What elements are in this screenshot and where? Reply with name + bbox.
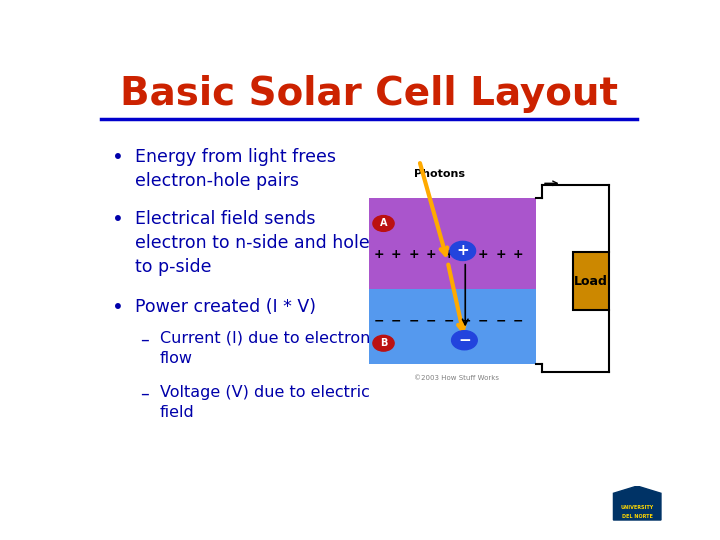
Text: −: − [444,314,454,327]
Circle shape [373,215,394,231]
Bar [369,289,536,364]
Text: +: + [426,248,436,261]
Text: +: + [444,248,454,261]
Text: –: – [140,385,149,403]
Circle shape [451,330,477,350]
Text: −: − [426,314,436,327]
Polygon shape [613,486,661,520]
Text: −: − [513,314,523,327]
Text: −: − [408,314,419,327]
Text: +: + [478,248,488,261]
Text: Load: Load [574,274,608,287]
Text: +: + [374,248,384,261]
Text: +: + [456,244,469,259]
Text: Current (I) due to electron
flow: Current (I) due to electron flow [160,331,370,366]
Text: +: + [391,248,402,261]
Text: −: − [374,314,384,327]
Text: A: A [379,219,387,228]
Text: +: + [495,248,506,261]
Circle shape [373,335,394,351]
Text: Energy from light frees
electron-hole pairs: Energy from light frees electron-hole pa… [135,148,336,190]
Text: +: + [513,248,523,261]
Text: Power created (I * V): Power created (I * V) [135,298,315,316]
Text: ©2003 How Stuff Works: ©2003 How Stuff Works [413,375,498,381]
Text: −: − [458,333,471,348]
Text: UNIVERSITY: UNIVERSITY [621,505,654,510]
Text: Photons: Photons [414,169,465,179]
Text: Basic Solar Cell Layout: Basic Solar Cell Layout [120,75,618,113]
Text: B: B [380,338,387,348]
Text: −: − [478,314,488,327]
Text: DEL NORTE: DEL NORTE [622,514,652,518]
Text: −: − [461,314,471,327]
Text: Electrical field sends
electron to n-side and hole
to p-side: Electrical field sends electron to n-sid… [135,210,369,275]
Bar [572,252,609,310]
Text: •: • [112,298,124,316]
Text: •: • [112,148,124,167]
Text: –: – [140,331,149,349]
Text: −: − [391,314,402,327]
Bar [369,198,536,289]
Text: +: + [408,248,419,261]
Text: +: + [461,248,471,261]
Circle shape [450,241,476,260]
Text: Voltage (V) due to electric
field: Voltage (V) due to electric field [160,385,369,420]
Text: −: − [495,314,506,327]
Text: •: • [112,210,124,230]
